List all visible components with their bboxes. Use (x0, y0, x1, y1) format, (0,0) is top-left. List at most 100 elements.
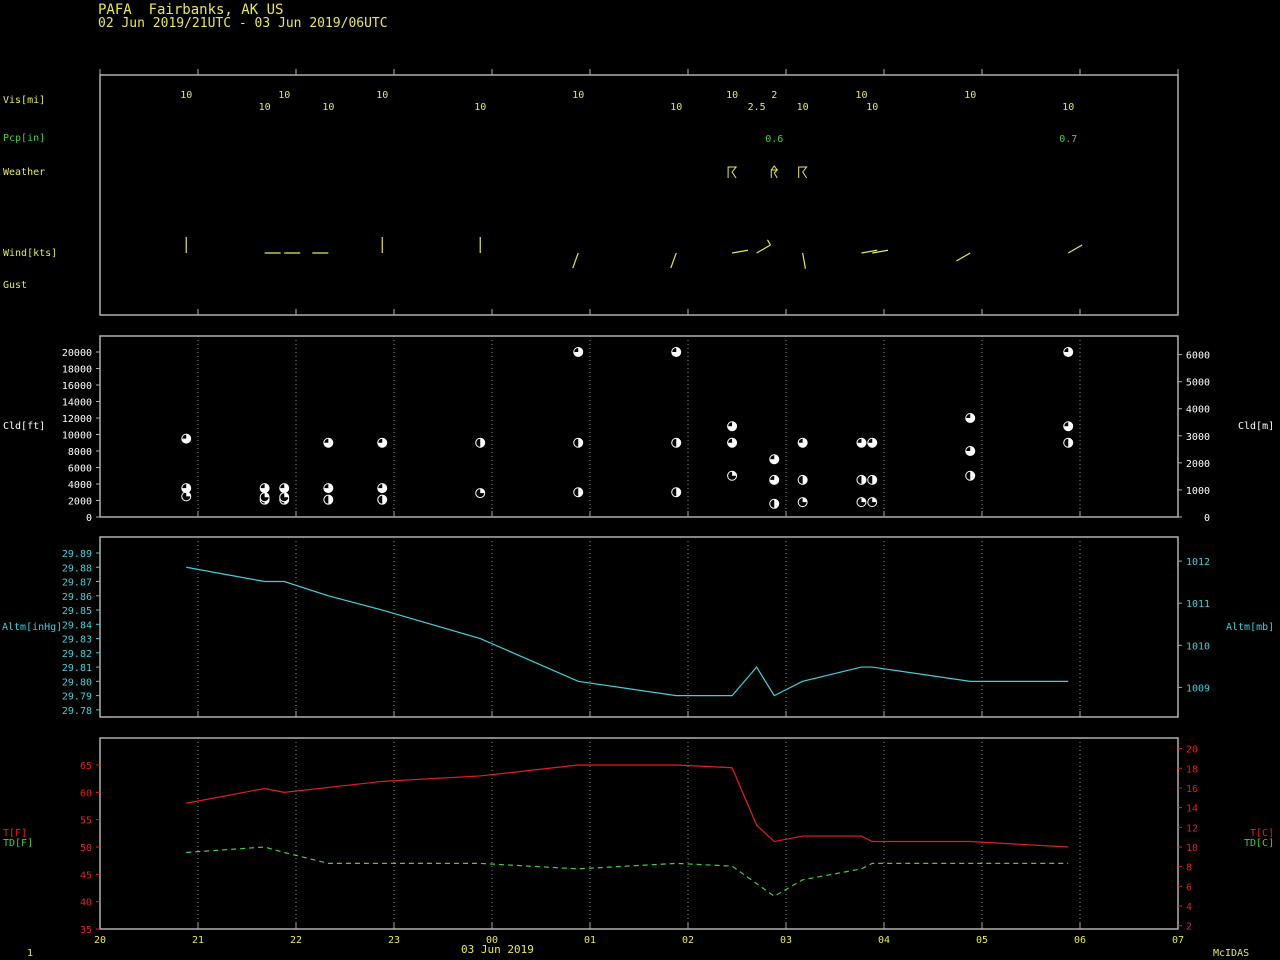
wind-barb (802, 252, 807, 269)
dewpoint-c-label: TD[C] (1244, 838, 1275, 849)
cloud-m-ytick-label: 2000 (1186, 459, 1210, 470)
altm-inhg-label: Altm[inHg] (2, 622, 63, 633)
altm-ytick-label: 29.88 (62, 563, 92, 574)
altm-ytick-label: 29.87 (62, 578, 92, 589)
visibility-value: 10 (259, 102, 271, 113)
cloud-cover-fill (1063, 421, 1073, 431)
temp-c-ytick-label: 4 (1186, 902, 1192, 913)
cloud-m-label: Cld[m] (1238, 421, 1275, 432)
visibility-value: 10 (797, 102, 809, 113)
cloud-ytick-label: 10000 (62, 431, 92, 442)
temp-c-ytick-label: 14 (1186, 804, 1198, 815)
altimeter-panel-frame (99, 536, 1179, 718)
x-tick-label: 03 (780, 935, 792, 946)
cloud-m-ytick-label: 1000 (1186, 486, 1210, 497)
cloud-cover-fill (861, 475, 866, 485)
wind-barb (731, 249, 748, 254)
cloud-cover-fill (798, 438, 808, 448)
altimeter-line (186, 566, 1069, 697)
cloud-m-ytick-label: 5000 (1186, 378, 1210, 389)
temp-c-ytick-label: 10 (1186, 843, 1198, 854)
footer-frame-number: 1 (27, 948, 34, 959)
cloud-cover-fill (774, 499, 779, 509)
altm-ytick-label: 29.85 (62, 606, 92, 617)
cloud-ytick-label: 4000 (68, 480, 92, 491)
visibility-value: 10 (866, 102, 878, 113)
altm-mb-ytick-label: 1010 (1186, 641, 1210, 652)
cloud-m-ytick-label: 6000 (1186, 351, 1210, 362)
cloud-cover-fill (965, 413, 975, 423)
cloud-cover-fill (480, 488, 485, 494)
surface-obs-panel-frame (99, 74, 1179, 316)
temp-f-ytick-label: 55 (80, 816, 92, 827)
cloud-cover-fill (260, 483, 270, 493)
thunderstorm-icon (798, 166, 808, 179)
cloud-cover-fill (279, 483, 289, 493)
cloud-ytick-label: 14000 (62, 398, 92, 409)
cloud-cover-fill (676, 487, 681, 497)
dewpoint-line (186, 846, 1069, 897)
cloud-ft-label: Cld[ft] (3, 421, 46, 432)
wind-label: Wind[kts] (3, 248, 58, 259)
x-tick-label: 20 (94, 935, 106, 946)
cloud-cover-fill (323, 483, 333, 493)
cloud-panel-frame (99, 335, 1179, 518)
cloud-cover-fill (727, 438, 737, 448)
temp-c-ytick-label: 16 (1186, 784, 1198, 795)
gust-label: Gust (3, 280, 28, 291)
visibility-value: 10 (278, 90, 290, 101)
x-tick-label: 23 (388, 935, 400, 946)
dewpoint-f-label: TD[F] (3, 838, 34, 849)
cloud-cover-fill (1063, 347, 1073, 357)
cloud-ytick-label: 6000 (68, 464, 92, 475)
time-range: 02 Jun 2019/21UTC - 03 Jun 2019/06UTC (98, 16, 388, 31)
temp-c-ytick-label: 20 (1186, 745, 1198, 756)
vis-label: Vis[mi] (3, 95, 46, 106)
wind-barb (956, 252, 971, 262)
cloud-ytick-label: 2000 (68, 497, 92, 508)
x-tick-label: 06 (1074, 935, 1086, 946)
pcp-label: Pcp[in] (3, 133, 46, 144)
cloud-cover-fill (872, 475, 877, 485)
cloud-cover-fill (573, 347, 583, 357)
wind-barb-flag (766, 239, 771, 246)
cloud-ytick-label: 12000 (62, 414, 92, 425)
visibility-value: 10 (376, 90, 388, 101)
visibility-value: 10 (726, 90, 738, 101)
visibility-value: 10 (322, 102, 334, 113)
x-tick-label: 05 (976, 935, 988, 946)
precip-value: 0.7 (1059, 134, 1077, 145)
altm-ytick-label: 29.78 (62, 706, 92, 717)
wind-barb (1067, 244, 1083, 254)
cloud-cover-fill (727, 421, 737, 431)
altm-ytick-label: 29.84 (62, 620, 92, 631)
wind-barb (572, 252, 579, 269)
cloud-cover-fill (181, 483, 191, 493)
temperature-line (186, 764, 1069, 848)
cloud-cover-fill (382, 495, 387, 505)
cloud-cover-fill (181, 434, 191, 444)
cloud-cover-fill (970, 471, 975, 481)
visibility-value: 2 (771, 90, 777, 101)
visibility-value: 10 (474, 102, 486, 113)
temp-f-ytick-label: 35 (80, 925, 92, 936)
cloud-ytick-label: 0 (86, 513, 92, 524)
cloud-ytick-label: 16000 (62, 381, 92, 392)
visibility-value: 10 (1062, 102, 1074, 113)
wind-barb (756, 244, 771, 254)
altm-ytick-label: 29.82 (62, 649, 92, 660)
visibility-value: 2.5 (748, 102, 766, 113)
cloud-cover-fill (671, 347, 681, 357)
altm-ytick-label: 29.79 (62, 692, 92, 703)
cloud-cover-fill (578, 487, 583, 497)
altm-ytick-label: 29.86 (62, 592, 92, 603)
cloud-cover-fill (377, 483, 387, 493)
cloud-cover-fill (769, 454, 779, 464)
cloud-cover-fill (323, 438, 333, 448)
cloud-m-ytick-label: 3000 (1186, 432, 1210, 443)
cloud-cover-fill (480, 438, 485, 448)
cloud-cover-fill (769, 475, 779, 485)
station-title: PAFA Fairbanks, AK US (98, 2, 284, 18)
temp-c-ytick-label: 8 (1186, 863, 1192, 874)
